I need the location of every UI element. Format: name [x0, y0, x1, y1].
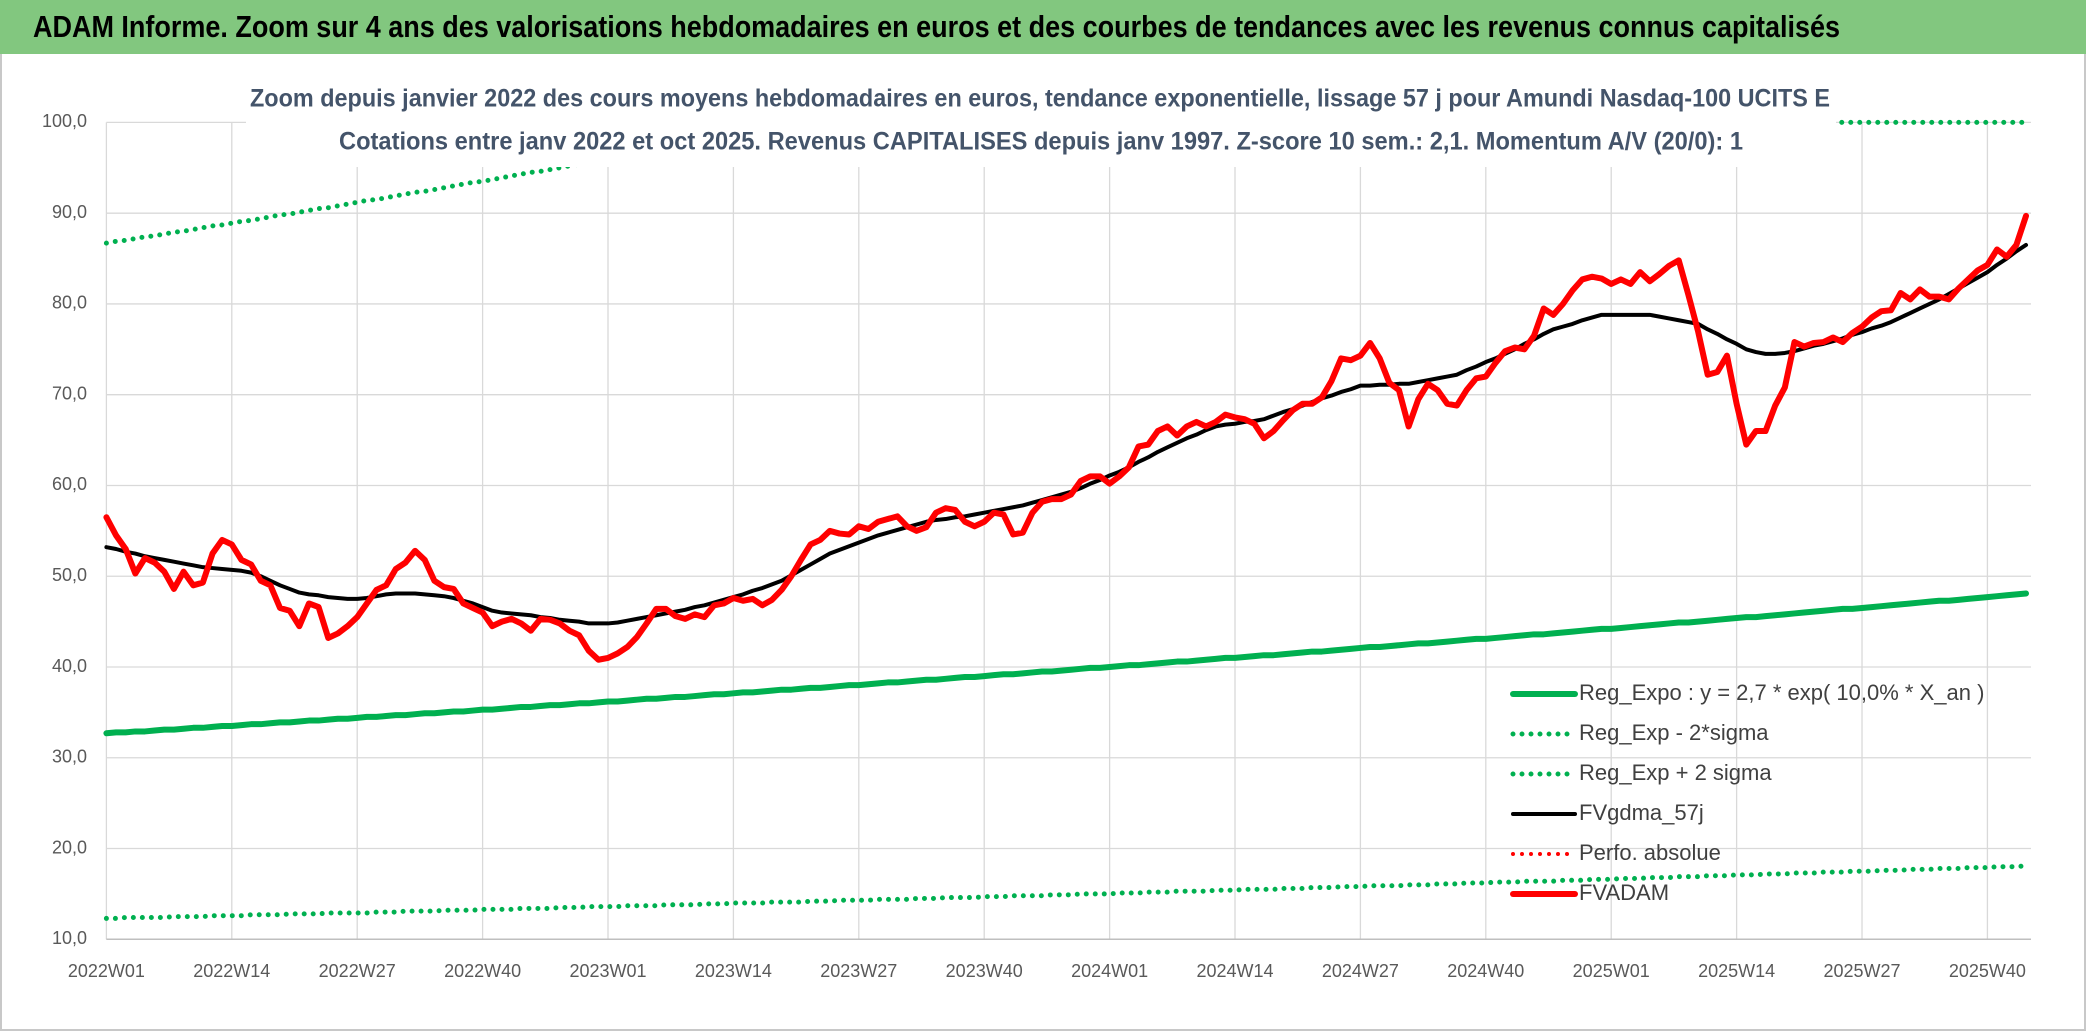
y-tick-label: 40,0 — [52, 656, 87, 676]
x-tick-label: 2022W27 — [319, 961, 396, 981]
plot: 10,0 20,0 30,0 40,0 50,0 60,0 70,0 80,0 90,0 100,… — [42, 111, 2031, 981]
legend-label: Reg_Exp - 2*sigma — [1579, 720, 1769, 745]
y-tick-label: 10,0 — [52, 928, 87, 948]
x-tick-label: 2022W40 — [444, 961, 521, 981]
y-tick-label: 20,0 — [52, 837, 87, 857]
chart-subtitle: Cotations entre janv 2022 et oct 2025. R… — [339, 128, 1743, 156]
y-tick-label: 50,0 — [52, 565, 87, 585]
series-line — [103, 863, 2029, 921]
x-tick-label: 2024W14 — [1196, 961, 1273, 981]
series-line — [104, 242, 2028, 626]
x-tick-label: 2024W01 — [1071, 961, 1148, 981]
x-tick-label: 2022W01 — [68, 961, 145, 981]
series-line — [103, 590, 2029, 737]
x-tick-label: 2023W40 — [946, 961, 1023, 981]
y-tick-label: 70,0 — [52, 383, 87, 403]
x-tick-label: 2023W01 — [569, 961, 646, 981]
y-tick-label: 60,0 — [52, 474, 87, 494]
x-tick-label: 2024W40 — [1447, 961, 1524, 981]
x-tick-label: 2022W14 — [193, 961, 270, 981]
x-tick-label: 2025W01 — [1573, 961, 1650, 981]
legend-label: Reg_Exp + 2 sigma — [1579, 760, 1772, 785]
x-tick-label: 2024W27 — [1322, 961, 1399, 981]
legend-label: Reg_Expo : y = 2,7 * exp( 10,0% * X_an ) — [1579, 680, 1984, 705]
legend-label: FVADAM — [1579, 880, 1669, 905]
chart-title: Zoom depuis janvier 2022 des cours moyen… — [250, 85, 1830, 113]
y-tick-label: 80,0 — [52, 293, 87, 313]
header-band — [0, 0, 2086, 54]
y-tick-label: 100,0 — [42, 111, 87, 131]
legend: Reg_Expo : y = 2,7 * exp( 10,0% * X_an )… — [1510, 680, 1984, 905]
x-tick-label: 2025W27 — [1823, 961, 1900, 981]
x-tick-label: 2025W14 — [1698, 961, 1775, 981]
legend-label: Perfo. absolue — [1579, 840, 1721, 865]
y-tick-label: 90,0 — [52, 202, 87, 222]
header-title: ADAM Informe. Zoom sur 4 ans des valoris… — [33, 9, 1840, 44]
title-box — [246, 77, 1836, 167]
x-tick-label: 2023W14 — [695, 961, 772, 981]
legend-label: FVgdma_57j — [1579, 800, 1704, 825]
x-tick-label: 2023W27 — [820, 961, 897, 981]
series-line — [103, 212, 2029, 663]
y-tick-label: 30,0 — [52, 747, 87, 767]
x-tick-label: 2025W40 — [1949, 961, 2026, 981]
